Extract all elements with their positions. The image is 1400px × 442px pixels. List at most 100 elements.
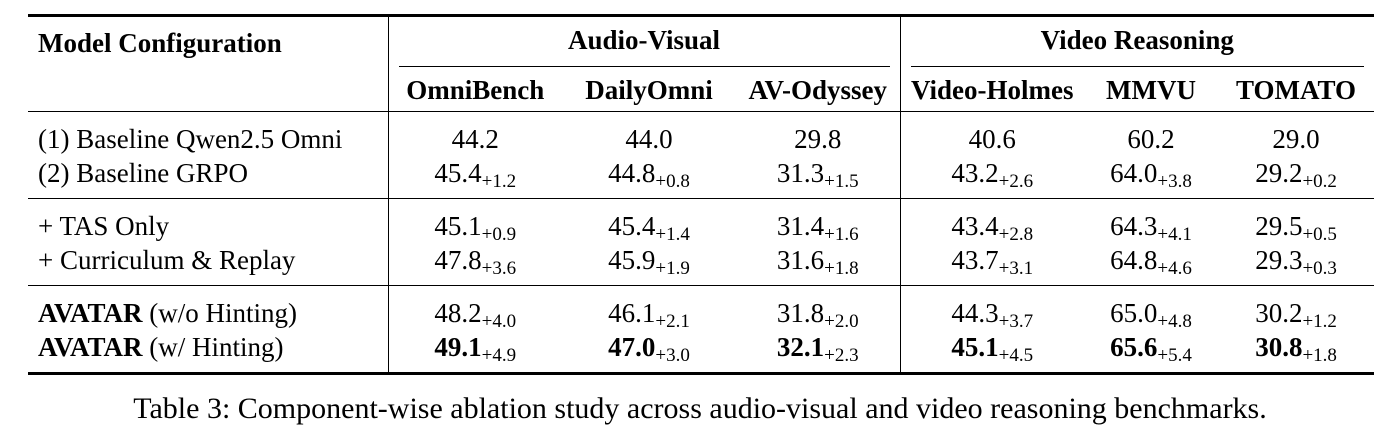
table-caption: Table 3: Component-wise ablation study a…: [133, 392, 1267, 425]
row-label-text: + TAS Only: [38, 210, 170, 241]
cell-delta: +4.5: [998, 344, 1034, 366]
row-label-text: + Curriculum & Replay: [38, 244, 296, 275]
cell-value: 44.0: [625, 123, 673, 154]
cell-delta: +1.8: [824, 257, 859, 279]
cell-value: 44.8: [608, 157, 656, 188]
cell-value: 30.8: [1255, 331, 1303, 362]
cell-delta: +0.8: [655, 170, 690, 192]
row-label-text: (w/o Hinting): [142, 297, 298, 328]
cell-delta: +3.6: [481, 257, 517, 279]
table-cell: 43.2+2.6: [900, 156, 1084, 199]
cell-delta: +4.6: [1157, 257, 1192, 279]
table-cell: 43.7+3.1: [900, 243, 1084, 286]
cell-value: 29.3: [1255, 244, 1303, 275]
table-cell: 30.2+1.2: [1218, 285, 1375, 331]
col-header-video-holmes: Video-Holmes: [911, 74, 1074, 105]
table-cell: 47.0+3.0: [562, 330, 736, 375]
cell-delta: +4.8: [1157, 310, 1192, 332]
ablation-table: Model Configuration Audio-Visual Video R…: [28, 14, 1375, 375]
table-cell: 44.0: [562, 111, 736, 156]
table-cell: 29.8: [736, 111, 901, 156]
cell-value: 43.2: [951, 157, 999, 188]
cell-delta: +2.0: [824, 310, 859, 332]
table-cell: 45.1+0.9: [388, 198, 562, 244]
row-label: + TAS Only: [28, 198, 389, 243]
table-row: (2) Baseline GRPO 45.4+1.2 44.8+0.8 31.3+1.…: [28, 156, 1374, 199]
cell-delta: +1.9: [655, 257, 690, 279]
row-label: AVATAR (w/o Hinting): [28, 285, 389, 330]
cell-value: 31.4: [776, 210, 825, 241]
cell-value: 49.1: [434, 331, 482, 362]
cell-delta: +2.6: [998, 170, 1034, 192]
cell-value: 44.2: [451, 123, 499, 154]
table-cell: 31.6+1.8: [736, 243, 901, 286]
video-reasoning-label: Video Reasoning: [910, 19, 1365, 67]
cell-value: 64.3: [1110, 210, 1158, 241]
cell-delta: +0.2: [1302, 170, 1337, 192]
cell-delta: +3.7: [998, 310, 1034, 332]
cell-delta: +1.2: [481, 170, 517, 192]
table-cell: 64.0+3.8: [1084, 156, 1218, 199]
cell-value: 32.1: [776, 331, 825, 362]
table-cell: 31.8+2.0: [736, 285, 901, 332]
cell-value: 47.8: [434, 244, 482, 275]
cell-value: 43.4: [951, 210, 999, 241]
cell-delta: +0.5: [1302, 223, 1337, 245]
table-cell: 40.6: [900, 111, 1085, 156]
row-label-text: (1) Baseline Qwen2.5 Omni: [38, 123, 343, 154]
table-cell: 64.8+4.6: [1084, 243, 1218, 286]
table-cell: 46.1+2.1: [562, 285, 736, 332]
cell-delta: +2.8: [998, 223, 1034, 245]
table-row: AVATAR (w/ Hinting) 49.1+4.9 47.0+3.0 32.1+…: [28, 330, 1375, 375]
row-label-bold: AVATAR: [38, 297, 143, 328]
table-cell: 29.0: [1218, 111, 1375, 156]
cell-delta: +2.1: [655, 310, 690, 332]
table-cell: 44.8+0.8: [562, 156, 736, 199]
table-cell: 65.0+4.8: [1084, 285, 1219, 332]
table-cell: 45.1+4.5: [900, 330, 1085, 375]
cell-value: 40.6: [968, 123, 1016, 154]
cell-value: 47.0: [608, 331, 656, 362]
table-cell: 45.4+1.2: [388, 156, 562, 199]
cell-value: 45.4: [608, 210, 656, 241]
cell-delta: +3.8: [1157, 170, 1192, 192]
audio-visual-group-header: Audio-Visual: [388, 14, 901, 69]
row-label-text: (2) Baseline GRPO: [38, 157, 248, 188]
cell-value: 44.3: [951, 297, 999, 328]
table-cell: 31.4+1.6: [736, 198, 901, 244]
col-header-dailyomni: DailyOmni: [585, 74, 713, 105]
col-header-tomato: TOMATO: [1236, 74, 1357, 105]
table-cell: 29.5+0.5: [1218, 198, 1375, 245]
cell-value: 45.4: [434, 157, 482, 188]
table-cell: 43.4+2.8: [900, 198, 1085, 245]
row-label-bold: AVATAR: [38, 331, 143, 362]
col-header-mmvu: MMVU: [1106, 74, 1197, 105]
col-header-av-odyssey: AV-Odyssey: [736, 69, 901, 112]
cell-value: 48.2: [434, 297, 482, 328]
cell-value: 29.0: [1272, 123, 1320, 154]
cell-value: 45.1: [434, 210, 482, 241]
cell-delta: +1.4: [655, 223, 690, 245]
model-config-header: Model Configuration: [28, 14, 389, 69]
audio-visual-label: Audio-Visual: [398, 19, 890, 67]
table-cell: 32.1+2.3: [736, 330, 901, 375]
cell-value: 45.9: [608, 244, 656, 275]
table-row: (1) Baseline Qwen2.5 Omni 44.2 44.0 29.8 40.…: [28, 111, 1375, 156]
cell-value: 43.7: [951, 244, 999, 275]
table-cell: 65.6+5.4: [1084, 330, 1219, 375]
results-table-container: Model Configuration Audio-Visual Video R…: [28, 14, 1375, 375]
cell-delta: +3.0: [655, 344, 690, 366]
cell-value: 64.0: [1110, 157, 1158, 188]
table-cell: 30.8+1.8: [1218, 330, 1375, 375]
cell-delta: +3.1: [998, 257, 1034, 279]
header-row-groups: Model Configuration Audio-Visual Video R…: [28, 14, 1375, 69]
row-label: (2) Baseline GRPO: [28, 156, 389, 199]
cell-delta: +4.9: [481, 344, 517, 366]
table-cell: 29.2+0.2: [1218, 156, 1374, 199]
table-cell: 64.3+4.1: [1084, 198, 1219, 244]
table-cell: 45.4+1.4: [562, 198, 736, 245]
cell-delta: +1.5: [824, 170, 859, 192]
cell-value: 29.5: [1255, 210, 1303, 241]
cell-delta: +4.0: [481, 310, 517, 332]
cell-delta: +0.3: [1302, 257, 1337, 279]
